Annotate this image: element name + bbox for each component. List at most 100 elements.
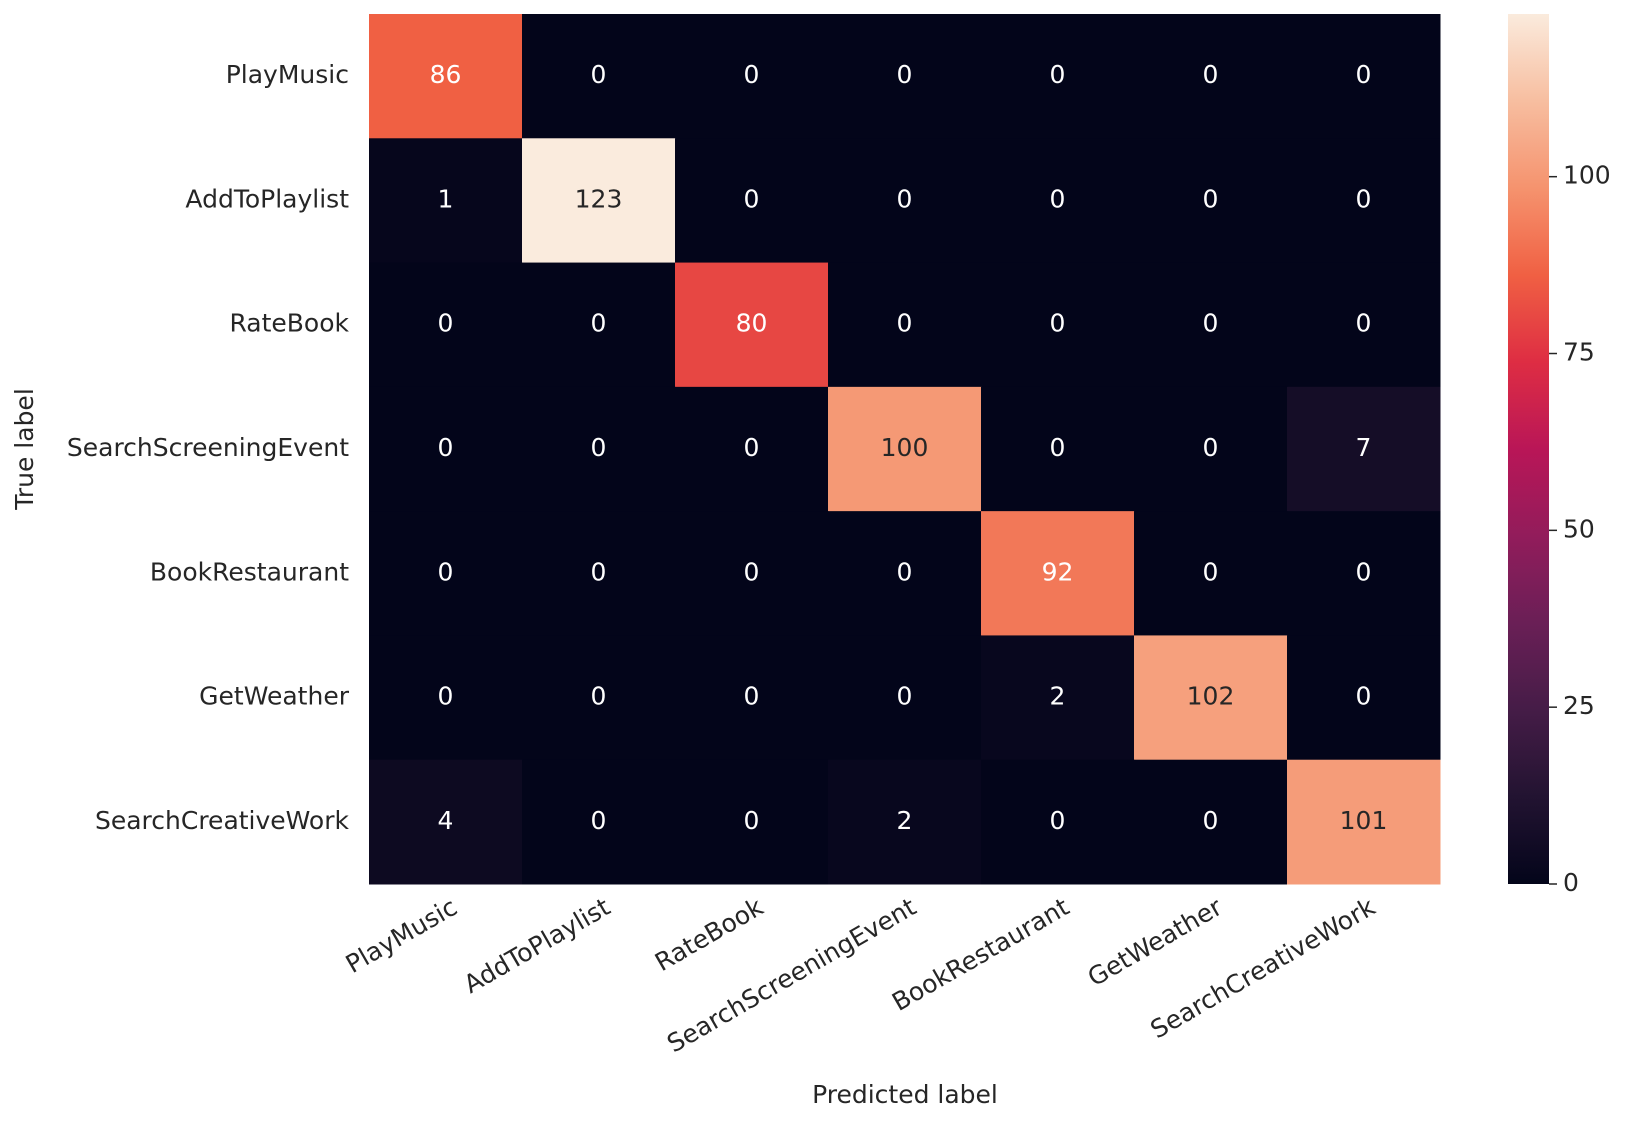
x-axis-label: Predicted label xyxy=(812,1080,998,1109)
heatmap-cell xyxy=(675,759,829,885)
cell-label: 0 xyxy=(438,433,454,462)
cell-label: 0 xyxy=(1050,60,1066,89)
heatmap-cell xyxy=(369,262,523,388)
colorbar xyxy=(1508,14,1549,884)
colorbar-tick-label: 0 xyxy=(1563,868,1579,897)
cell-label: 0 xyxy=(1356,557,1372,586)
heatmap-cell xyxy=(522,759,676,885)
cell-label: 123 xyxy=(575,184,623,213)
cell-label: 0 xyxy=(591,806,607,835)
cell-label: 0 xyxy=(438,557,454,586)
heatmap-cell xyxy=(1134,262,1288,388)
y-tick-label: PlayMusic xyxy=(226,60,349,89)
heatmap-cell xyxy=(828,14,982,139)
y-tick-label: SearchScreeningEvent xyxy=(67,433,349,462)
heatmap-cell xyxy=(369,386,523,512)
heatmap-cell xyxy=(1134,511,1288,636)
heatmap-cell xyxy=(981,14,1135,139)
heatmap-cell xyxy=(1287,635,1441,761)
heatmap-cell xyxy=(369,14,523,139)
cell-label: 0 xyxy=(744,433,760,462)
cell-label: 80 xyxy=(736,309,768,338)
heatmap-cell xyxy=(981,262,1135,388)
cell-label: 0 xyxy=(744,184,760,213)
x-tick-label: AddToPlaylist xyxy=(459,892,615,999)
heatmap-cell xyxy=(369,138,523,264)
y-tick-label: GetWeather xyxy=(199,682,350,711)
cell-label: 0 xyxy=(1203,557,1219,586)
cell-label: 102 xyxy=(1187,682,1235,711)
cell-label: 100 xyxy=(881,433,929,462)
heatmap-cell xyxy=(369,511,523,636)
cell-label: 4 xyxy=(438,806,454,835)
x-tick-label: PlayMusic xyxy=(341,892,462,979)
heatmap-cell xyxy=(1287,759,1441,885)
cell-label: 0 xyxy=(1203,60,1219,89)
cell-label: 0 xyxy=(591,557,607,586)
heatmap-cell xyxy=(522,635,676,761)
cell-label: 0 xyxy=(438,309,454,338)
cell-label: 0 xyxy=(1050,309,1066,338)
cell-label: 0 xyxy=(438,682,454,711)
heatmap-cell xyxy=(675,635,829,761)
cell-label: 0 xyxy=(744,682,760,711)
cell-label: 0 xyxy=(897,557,913,586)
y-tick-label: AddToPlaylist xyxy=(185,184,349,213)
y-axis-label: True label xyxy=(10,388,39,511)
cell-label: 0 xyxy=(744,557,760,586)
heatmap-cell xyxy=(1134,386,1288,512)
colorbar-tick-label: 75 xyxy=(1563,338,1595,367)
heatmap-cell xyxy=(1287,511,1441,636)
cell-label: 86 xyxy=(430,60,462,89)
heatmap-cell xyxy=(522,262,676,388)
cell-label: 0 xyxy=(591,682,607,711)
heatmap-cell xyxy=(522,386,676,512)
colorbar-tick-label: 100 xyxy=(1563,161,1611,190)
cell-label: 2 xyxy=(897,806,913,835)
heatmap-cell xyxy=(828,138,982,264)
colorbar-tick-label: 25 xyxy=(1563,691,1595,720)
cell-label: 0 xyxy=(1356,682,1372,711)
heatmap-cell xyxy=(1287,386,1441,512)
heatmap-cell xyxy=(981,386,1135,512)
heatmap-cell xyxy=(675,511,829,636)
heatmap-cell xyxy=(828,635,982,761)
heatmap-cell xyxy=(369,759,523,885)
cell-label: 92 xyxy=(1042,557,1074,586)
heatmap-cell xyxy=(369,635,523,761)
heatmap-cell xyxy=(1134,759,1288,885)
cell-label: 0 xyxy=(591,433,607,462)
heatmap-cell xyxy=(675,14,829,139)
cell-label: 7 xyxy=(1356,433,1372,462)
cell-label: 0 xyxy=(1356,309,1372,338)
cell-label: 0 xyxy=(744,60,760,89)
heatmap-cell xyxy=(981,511,1135,636)
y-tick-label: BookRestaurant xyxy=(150,557,349,586)
heatmap-cell xyxy=(828,759,982,885)
x-tick-label: GetWeather xyxy=(1083,892,1228,992)
heatmap-cell xyxy=(1134,635,1288,761)
cell-label: 0 xyxy=(1203,806,1219,835)
heatmap-cell xyxy=(981,138,1135,264)
cell-label: 0 xyxy=(591,309,607,338)
cell-label: 0 xyxy=(744,806,760,835)
heatmap-cell xyxy=(1287,262,1441,388)
cell-label: 0 xyxy=(897,309,913,338)
y-tick-label: SearchCreativeWork xyxy=(95,806,350,835)
cell-label: 1 xyxy=(438,184,454,213)
heatmap-cell xyxy=(981,759,1135,885)
cell-label: 0 xyxy=(1203,184,1219,213)
x-tick-label: RateBook xyxy=(650,892,768,977)
heatmap-cell xyxy=(522,138,676,264)
cell-label: 0 xyxy=(1050,184,1066,213)
heatmap-cell xyxy=(675,138,829,264)
heatmap-cell xyxy=(1134,138,1288,264)
cell-label: 0 xyxy=(897,60,913,89)
heatmap-cell xyxy=(828,386,982,512)
y-tick-label: RateBook xyxy=(229,309,349,338)
cell-label: 0 xyxy=(1203,309,1219,338)
cell-label: 0 xyxy=(1050,806,1066,835)
heatmap-cell xyxy=(1287,14,1441,139)
heatmap-cell xyxy=(675,386,829,512)
